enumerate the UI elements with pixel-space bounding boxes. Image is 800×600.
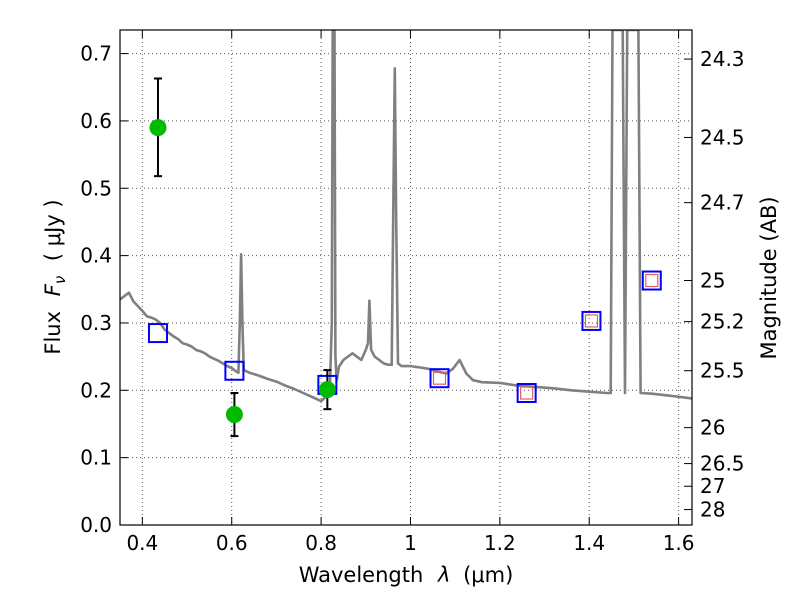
x-axis: 0.4 0.6 0.8 1 1.2 1.4 1.6: [126, 30, 695, 555]
model-point-3: [429, 368, 450, 389]
y-axis-label-unit: ( μJy ): [41, 199, 65, 261]
model-point-inner-3: [432, 371, 447, 385]
y-axis-label-prefix: Flux: [41, 311, 65, 355]
y-tick-label-4: 0.4: [80, 244, 112, 268]
x-tick-label-4: 1.2: [484, 531, 516, 555]
model-point-inner-4: [520, 386, 534, 400]
x-axis-label-unit: (μm): [463, 563, 513, 587]
y-tick-label-6: 0.6: [80, 109, 112, 133]
x-tick-label-3: 1: [404, 531, 417, 555]
mag-tick-label-6: 26: [700, 416, 725, 440]
mag-tick-label-4: 25.2: [700, 310, 745, 334]
model-point-4: [516, 383, 537, 403]
model-point-inner-5: [584, 314, 599, 328]
observed-point-1: [225, 406, 243, 424]
x-axis-label: Wavelength λ (μm): [299, 563, 514, 587]
y-tick-label-5: 0.5: [80, 176, 112, 200]
mag-tick-label-2: 24.7: [700, 191, 745, 215]
magnitude-axis-label: Magnitude (AB): [757, 196, 781, 359]
plot-area: [120, 30, 692, 438]
x-tick-label-2: 0.8: [305, 531, 337, 555]
spectrum-line: [120, 30, 692, 403]
x-tick-label-0: 0.4: [126, 531, 158, 555]
y-axis: 0.0 0.1 0.2 0.3 0.4 0.5 0.6 0.7: [80, 42, 128, 537]
observed-point-2: [318, 381, 336, 399]
mag-tick-label-0: 24.3: [700, 47, 745, 71]
observed-point-0: [149, 119, 167, 137]
model-point-5: [581, 310, 602, 331]
x-tick-label-1: 0.6: [216, 531, 248, 555]
model-point-1: [224, 360, 245, 381]
x-axis-label-lambda: λ: [437, 563, 450, 587]
mag-tick-label-7: 26.5: [700, 452, 745, 476]
x-tick-label-5: 1.4: [573, 531, 605, 555]
y-axis-label-nu: ν: [51, 276, 69, 284]
observed-points: [149, 77, 336, 438]
y-axis-label-f: F: [41, 283, 65, 296]
y-tick-label-3: 0.3: [80, 311, 112, 335]
mag-tick-label-8: 27: [700, 474, 725, 498]
y-tick-label-2: 0.2: [80, 378, 112, 402]
model-point-inner-6: [645, 273, 659, 288]
x-axis-label-prefix: Wavelength: [299, 563, 424, 587]
x-tick-label-6: 1.6: [663, 531, 695, 555]
mag-tick-label-1: 24.5: [700, 125, 745, 149]
y-tick-label-1: 0.1: [80, 446, 112, 470]
mag-tick-label-3: 25: [700, 268, 725, 292]
plot-frame: [119, 29, 693, 526]
mag-tick-label-9: 28: [700, 498, 725, 522]
y-axis-label: Flux Fν ( μJy ): [41, 199, 70, 354]
y-tick-label-0: 0.0: [80, 513, 112, 537]
model-point-0: [147, 323, 168, 344]
model-point-6: [641, 270, 662, 291]
y-tick-label-7: 0.7: [80, 42, 112, 66]
mag-tick-label-5: 25.5: [700, 359, 745, 383]
